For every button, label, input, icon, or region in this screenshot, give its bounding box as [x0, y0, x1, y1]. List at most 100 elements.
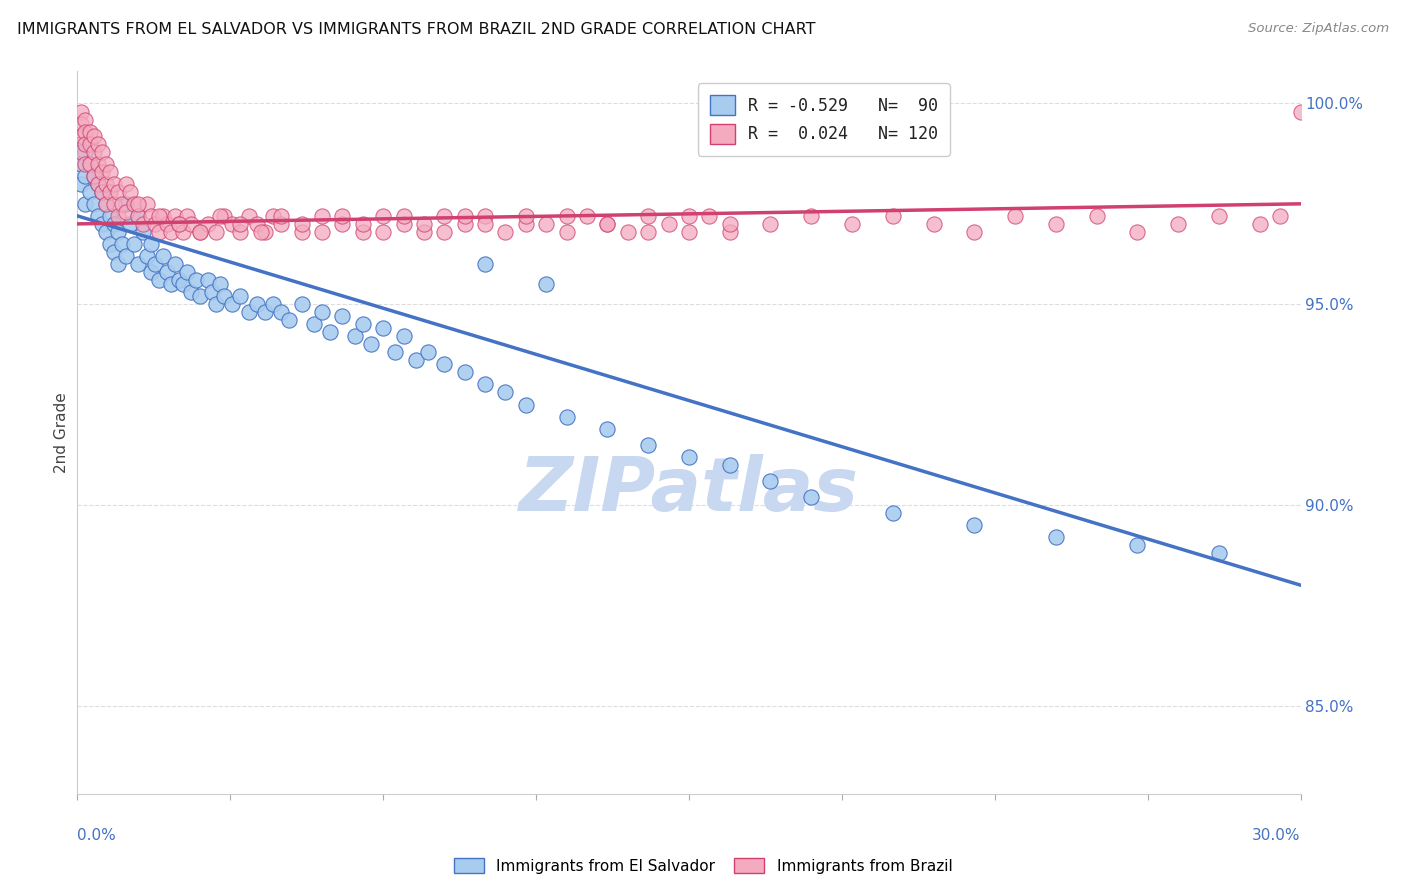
Point	[103, 177, 125, 191]
Point	[495, 225, 517, 239]
Text: Source: ZipAtlas.com: Source: ZipAtlas.com	[1249, 22, 1389, 36]
Point	[1167, 217, 1189, 231]
Point	[221, 217, 243, 231]
Point	[311, 305, 333, 319]
Point	[718, 217, 741, 231]
Point	[98, 164, 121, 178]
Point	[555, 225, 578, 239]
Point	[596, 217, 619, 231]
Legend: R = -0.529   N=  90, R =  0.024   N= 120: R = -0.529 N= 90, R = 0.024 N= 120	[697, 83, 949, 155]
Point	[637, 225, 659, 239]
Point	[1126, 538, 1149, 552]
Point	[392, 217, 415, 231]
Point	[98, 209, 121, 223]
Point	[302, 318, 325, 332]
Point	[250, 225, 273, 239]
Point	[79, 185, 101, 199]
Point	[229, 289, 252, 303]
Text: IMMIGRANTS FROM EL SALVADOR VS IMMIGRANTS FROM BRAZIL 2ND GRADE CORRELATION CHAR: IMMIGRANTS FROM EL SALVADOR VS IMMIGRANT…	[17, 22, 815, 37]
Point	[1126, 225, 1149, 239]
Point	[332, 310, 354, 324]
Point	[658, 217, 681, 231]
Point	[352, 217, 374, 231]
Point	[120, 185, 142, 199]
Point	[75, 157, 97, 171]
Point	[319, 326, 342, 340]
Point	[270, 217, 292, 231]
Point	[180, 217, 202, 231]
Point	[90, 185, 112, 199]
Point	[87, 209, 110, 223]
Point	[152, 209, 174, 223]
Point	[596, 217, 619, 231]
Point	[107, 257, 129, 271]
Point	[139, 209, 162, 223]
Point	[111, 237, 134, 252]
Point	[882, 209, 904, 223]
Point	[212, 289, 235, 303]
Point	[238, 305, 260, 319]
Point	[75, 197, 97, 211]
Point	[699, 209, 721, 223]
Point	[176, 265, 198, 279]
Point	[270, 305, 292, 319]
Point	[433, 358, 456, 372]
Point	[83, 128, 105, 143]
Point	[103, 197, 125, 211]
Point	[115, 177, 138, 191]
Point	[75, 136, 97, 151]
Point	[536, 217, 558, 231]
Point	[555, 409, 578, 424]
Point	[90, 145, 112, 159]
Point	[205, 297, 228, 311]
Point	[474, 377, 496, 392]
Point	[70, 136, 93, 151]
Point	[107, 185, 129, 199]
Point	[759, 217, 782, 231]
Point	[156, 217, 179, 231]
Point	[139, 237, 162, 252]
Point	[392, 209, 415, 223]
Point	[148, 225, 170, 239]
Point	[131, 225, 153, 239]
Point	[70, 128, 93, 143]
Point	[165, 257, 187, 271]
Point	[454, 217, 477, 231]
Point	[115, 197, 138, 211]
Point	[515, 217, 537, 231]
Point	[474, 217, 496, 231]
Y-axis label: 2nd Grade: 2nd Grade	[53, 392, 69, 473]
Point	[169, 217, 191, 231]
Point	[188, 225, 211, 239]
Point	[209, 277, 232, 292]
Point	[311, 225, 333, 239]
Point	[678, 450, 700, 464]
Point	[718, 458, 741, 472]
Point	[596, 421, 619, 435]
Point	[1004, 209, 1026, 223]
Point	[221, 297, 243, 311]
Point	[416, 345, 439, 359]
Point	[1249, 217, 1271, 231]
Point	[169, 217, 191, 231]
Point	[495, 385, 517, 400]
Point	[98, 237, 121, 252]
Point	[1085, 209, 1108, 223]
Point	[413, 225, 436, 239]
Point	[332, 209, 354, 223]
Point	[75, 145, 97, 159]
Point	[135, 249, 157, 263]
Point	[637, 437, 659, 451]
Point	[922, 217, 945, 231]
Point	[352, 225, 374, 239]
Point	[83, 145, 105, 159]
Point	[176, 209, 198, 223]
Point	[131, 217, 153, 231]
Point	[882, 506, 904, 520]
Point	[152, 249, 174, 263]
Point	[83, 197, 105, 211]
Point	[963, 225, 986, 239]
Point	[291, 297, 314, 311]
Point	[70, 177, 93, 191]
Point	[454, 365, 477, 379]
